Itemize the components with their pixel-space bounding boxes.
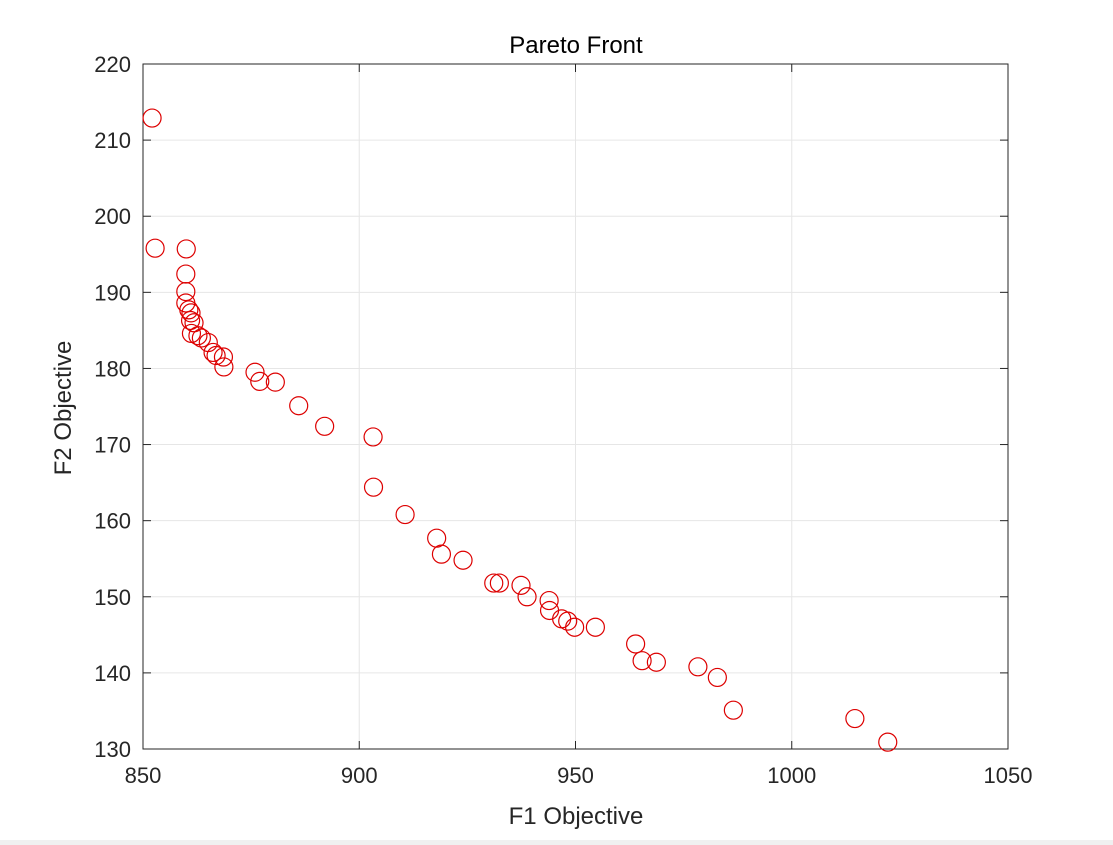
y-tick-label: 220 — [94, 52, 131, 77]
y-tick-label: 130 — [94, 737, 131, 762]
data-point — [191, 328, 211, 348]
y-tick-label: 190 — [94, 280, 131, 305]
y-tick-label: 170 — [94, 433, 131, 458]
data-point — [878, 732, 898, 752]
grid-lines — [143, 64, 1008, 749]
data-point — [184, 313, 204, 333]
x-axis-label: F1 Objective — [509, 803, 644, 830]
data-point — [363, 477, 384, 497]
data-point — [565, 617, 585, 637]
data-point — [395, 504, 415, 525]
data-point — [289, 396, 309, 416]
y-tick-label: 210 — [94, 128, 131, 153]
data-point — [427, 528, 447, 548]
data-point — [265, 372, 285, 392]
data-point — [489, 573, 509, 593]
data-point — [707, 667, 727, 688]
data-point — [539, 600, 560, 621]
x-tick-label: 950 — [557, 763, 594, 788]
y-tick-label: 200 — [94, 204, 131, 229]
data-point — [484, 573, 504, 593]
x-tick-label: 850 — [125, 763, 162, 788]
data-point — [539, 590, 559, 611]
data-point — [511, 575, 531, 595]
data-point — [142, 108, 162, 128]
x-tick-label: 900 — [341, 763, 378, 788]
data-point — [632, 651, 652, 671]
data-points — [142, 108, 898, 752]
data-point — [558, 611, 578, 631]
data-point — [176, 281, 196, 302]
x-tick-label: 1000 — [767, 763, 816, 788]
data-point — [176, 264, 196, 284]
data-point — [315, 416, 335, 436]
data-point — [206, 345, 226, 366]
data-point — [179, 300, 199, 320]
data-point — [181, 303, 201, 323]
data-point — [145, 238, 165, 258]
y-tick-label: 180 — [94, 356, 131, 381]
chart-title: Pareto Front — [509, 32, 643, 59]
data-point — [585, 617, 605, 637]
axis-ticks: 850 900 950 1000 1050 130 140 150 160 170 180 190 20… — [94, 52, 1032, 788]
data-point — [723, 700, 743, 720]
y-tick-label: 160 — [94, 509, 131, 534]
data-point — [250, 371, 270, 391]
data-point — [245, 362, 265, 382]
data-point — [688, 657, 708, 677]
y-tick-label: 140 — [94, 661, 131, 686]
data-point — [845, 708, 865, 729]
data-point — [453, 550, 473, 570]
y-tick-label: 150 — [94, 585, 131, 610]
data-point — [646, 652, 666, 672]
y-axis-label: F2 Objective — [50, 341, 77, 476]
data-point — [188, 326, 208, 346]
data-point — [180, 310, 201, 331]
x-tick-label: 1050 — [984, 763, 1033, 788]
data-point — [213, 347, 234, 367]
data-point — [363, 427, 383, 447]
data-point — [431, 544, 452, 564]
data-point — [626, 634, 646, 654]
data-point — [214, 357, 234, 377]
data-point — [198, 332, 218, 353]
data-point — [176, 239, 196, 259]
data-point — [517, 587, 537, 607]
data-point — [203, 342, 223, 363]
